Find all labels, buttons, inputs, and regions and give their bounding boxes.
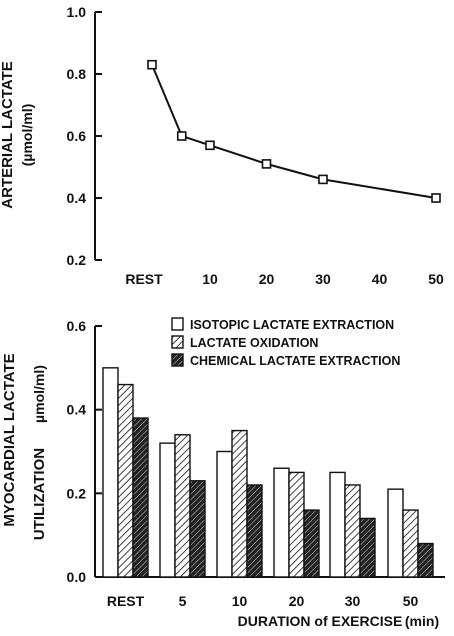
top-y-tick-label: 0.4 bbox=[67, 190, 87, 206]
myocardial-lactate-chart: MYOCARDIAL LACTATE UTILIZATION µmol/ml) … bbox=[1, 317, 445, 629]
top-y-axis-title: ARTERIAL LACTATE bbox=[0, 61, 16, 209]
data-point-marker bbox=[431, 193, 441, 203]
bottom-y-tick-label: 0.4 bbox=[67, 402, 87, 418]
bottom-y-ticks: 0.0 0.2 0.4 0.6 bbox=[67, 318, 102, 585]
legend-swatch bbox=[171, 335, 184, 349]
data-point-marker bbox=[176, 131, 187, 141]
data-point-marker bbox=[261, 159, 272, 169]
bar-hatch-dark bbox=[417, 542, 434, 578]
top-y-ticks: 0.2 0.4 0.6 0.8 1.0 bbox=[67, 4, 102, 268]
legend-swatch bbox=[171, 353, 184, 367]
top-x-tick-label: 30 bbox=[315, 271, 331, 287]
bar-hatch-dark bbox=[132, 417, 149, 578]
bar-white bbox=[159, 442, 176, 578]
data-point-marker bbox=[205, 140, 215, 151]
top-x-tick-labels: REST 10 20 30 40 50 bbox=[125, 271, 444, 287]
bottom-x-tick-label: 20 bbox=[289, 593, 305, 609]
data-point-marker bbox=[318, 174, 328, 185]
top-y-tick-label: 0.6 bbox=[67, 128, 87, 144]
legend-label: LACTATE OXIDATION bbox=[190, 336, 318, 350]
top-y-tick-label: 1.0 bbox=[67, 4, 87, 20]
bottom-x-axis-title: DURATION of EXERCISE bbox=[238, 613, 403, 629]
top-y-tick-label: 0.2 bbox=[67, 252, 87, 268]
bar-white bbox=[216, 450, 233, 578]
bar-hatch-light bbox=[402, 509, 419, 578]
bottom-y-axis-title: MYOCARDIAL LACTATE bbox=[1, 353, 18, 526]
legend-swatch bbox=[171, 317, 184, 331]
top-x-tick-label: REST bbox=[125, 271, 163, 287]
bottom-y-tick-label: 0.6 bbox=[67, 318, 87, 334]
bottom-y-tick-label: 0.0 bbox=[67, 569, 87, 585]
legend-label: CHEMICAL LACTATE EXTRACTION bbox=[190, 354, 400, 368]
bar-white bbox=[273, 467, 290, 578]
legend: ISOTOPIC LACTATE EXTRACTION LACTATE OXIDA… bbox=[171, 317, 400, 368]
bar-white bbox=[387, 488, 404, 578]
top-x-tick-label: 40 bbox=[372, 271, 388, 287]
bar-hatch-dark bbox=[359, 517, 376, 578]
top-y-axis-unit: (µmol/ml) bbox=[19, 104, 35, 167]
top-x-tick-label: 20 bbox=[259, 271, 275, 287]
arterial-lactate-line bbox=[151, 64, 437, 199]
bar-hatch-dark bbox=[246, 484, 263, 578]
bottom-y-axis-title-line2: UTILIZATION bbox=[31, 448, 48, 540]
bar-white bbox=[102, 367, 119, 578]
arterial-lactate-chart: ARTERIAL LACTATE (µmol/ml) 0.2 0.4 0.6 0.8 1… bbox=[0, 4, 444, 287]
bar-hatch-dark bbox=[189, 480, 206, 578]
bar-hatch-light bbox=[117, 383, 134, 578]
bottom-y-axis-unit: µmol/ml) bbox=[31, 365, 47, 423]
legend-label: ISOTOPIC LACTATE EXTRACTION bbox=[190, 318, 394, 332]
bottom-x-tick-label: 30 bbox=[345, 593, 361, 609]
bar-hatch-light bbox=[288, 471, 305, 578]
bottom-x-tick-label: 50 bbox=[403, 593, 419, 609]
bar-hatch-dark bbox=[303, 509, 320, 578]
bars bbox=[102, 367, 434, 578]
top-x-tick-label: 10 bbox=[202, 271, 218, 287]
bar-white bbox=[329, 471, 346, 578]
bottom-x-tick-label: REST bbox=[107, 593, 145, 609]
top-x-tick-label: 50 bbox=[428, 271, 444, 287]
bar-hatch-light bbox=[344, 484, 361, 578]
top-y-tick-label: 0.8 bbox=[67, 66, 87, 82]
bottom-y-tick-label: 0.2 bbox=[67, 485, 87, 501]
data-point-marker bbox=[147, 59, 157, 70]
bottom-x-tick-labels: REST 5 10 20 30 50 bbox=[107, 593, 419, 609]
bottom-x-tick-label: 10 bbox=[232, 593, 248, 609]
arterial-lactate-points bbox=[147, 59, 441, 203]
bottom-x-axis-unit: (min) bbox=[405, 613, 439, 629]
bottom-x-tick-label: 5 bbox=[179, 593, 187, 609]
bar-hatch-light bbox=[231, 429, 248, 578]
bar-hatch-light bbox=[174, 434, 191, 578]
